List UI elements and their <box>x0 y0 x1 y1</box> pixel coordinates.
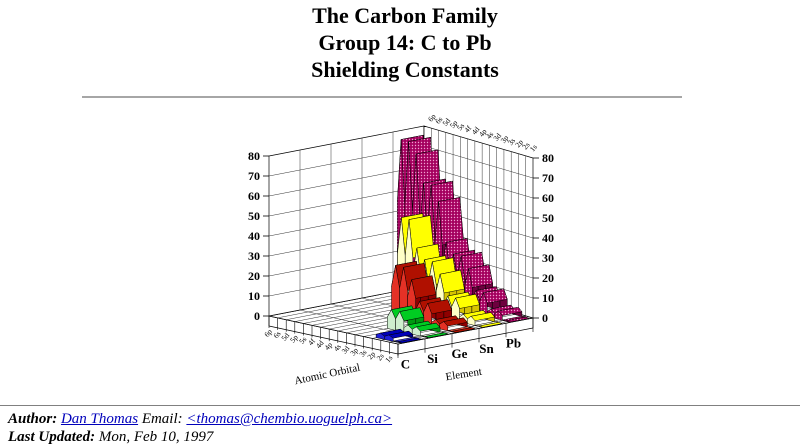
svg-text:60: 60 <box>542 191 554 205</box>
svg-text:2s: 2s <box>520 140 531 151</box>
svg-text:20: 20 <box>542 271 554 285</box>
email-link[interactable]: <thomas@chembio.uoguelph.ca> <box>186 411 393 427</box>
svg-text:50: 50 <box>248 209 260 223</box>
svg-text:0: 0 <box>254 309 260 323</box>
svg-text:50: 50 <box>542 211 554 225</box>
svg-text:3p: 3p <box>499 133 511 145</box>
page-title-line-2: Group 14: C to Pb <box>318 30 492 55</box>
svg-text:6s: 6s <box>433 115 444 126</box>
shielding-chart-image: 0 0 10 10 20 20 30 30 40 40 50 50 60 60 70 70 80 80 C Si Ge S… <box>0 98 800 404</box>
svg-text:5d: 5d <box>279 331 291 343</box>
svg-text:Sn: Sn <box>479 341 494 356</box>
element-axis-title: Element <box>445 366 483 384</box>
svg-text:Pb: Pb <box>506 336 521 351</box>
svg-text:4d: 4d <box>314 338 326 350</box>
footer: Author: Dan Thomas Email: <thomas@chembi… <box>8 410 392 446</box>
svg-text:0: 0 <box>542 311 548 325</box>
divider-top <box>82 96 682 98</box>
value-axis-labels: 0 0 10 10 20 20 30 30 40 40 50 50 60 60 70 70 80 80 <box>248 149 554 325</box>
svg-text:40: 40 <box>248 229 260 243</box>
svg-text:2p: 2p <box>365 349 377 361</box>
svg-text:70: 70 <box>248 169 260 183</box>
svg-text:3d: 3d <box>340 344 352 356</box>
svg-text:5d: 5d <box>441 116 453 128</box>
svg-text:60: 60 <box>248 189 260 203</box>
svg-text:30: 30 <box>542 251 554 265</box>
svg-text:4d: 4d <box>470 125 482 137</box>
svg-text:5s: 5s <box>455 121 466 132</box>
svg-text:70: 70 <box>542 171 554 185</box>
svg-text:4f: 4f <box>462 123 473 134</box>
footer-updated-line: Last Updated: Mon, Feb 10, 1997 <box>8 428 392 446</box>
svg-text:6p: 6p <box>426 112 438 124</box>
author-link[interactable]: Dan Thomas <box>60 411 139 427</box>
axis-ticks <box>268 316 534 358</box>
svg-text:6p: 6p <box>262 327 274 339</box>
page-title-line-1: The Carbon Family <box>312 3 498 28</box>
svg-text:10: 10 <box>248 289 260 303</box>
svg-text:40: 40 <box>542 231 554 245</box>
svg-text:3p: 3p <box>348 346 360 358</box>
svg-text:C: C <box>401 356 410 371</box>
orbital-axis-title: Atomic Orbital <box>293 362 361 388</box>
svg-text:2s: 2s <box>375 351 386 362</box>
chart-canvas: 0 0 10 10 20 20 30 30 40 40 50 50 60 60 70 70 80 80 C Si Ge S… <box>248 112 554 388</box>
svg-text:2p: 2p <box>513 137 525 149</box>
element-axis-labels: C Si Ge Sn Pb Element <box>401 336 521 384</box>
svg-text:4p: 4p <box>322 340 334 352</box>
svg-text:5s: 5s <box>297 335 308 346</box>
svg-text:4f: 4f <box>306 336 317 347</box>
svg-text:5p: 5p <box>448 118 460 130</box>
last-updated-value: Mon, Feb 10, 1997 <box>98 429 214 445</box>
svg-text:3s: 3s <box>357 348 368 359</box>
svg-text:6s: 6s <box>271 329 282 340</box>
page-title-line-3: Shielding Constants <box>311 57 499 82</box>
svg-text:3s: 3s <box>506 136 517 147</box>
last-updated-label: Last Updated: <box>8 429 96 445</box>
email-label: Email: <box>141 411 183 427</box>
divider-bottom <box>0 405 800 407</box>
svg-text:4s: 4s <box>332 342 343 353</box>
series-ribbon-C <box>375 328 422 344</box>
svg-text:4s: 4s <box>484 130 495 141</box>
svg-text:5p: 5p <box>288 333 300 345</box>
svg-text:80: 80 <box>248 149 260 163</box>
svg-text:80: 80 <box>542 151 554 165</box>
svg-text:Si: Si <box>427 351 438 366</box>
svg-text:Ge: Ge <box>452 346 468 361</box>
svg-text:20: 20 <box>248 269 260 283</box>
svg-text:3d: 3d <box>491 131 503 143</box>
svg-text:10: 10 <box>542 291 554 305</box>
svg-text:1s: 1s <box>528 142 539 153</box>
svg-text:1s: 1s <box>383 353 394 364</box>
page-title: The Carbon Family Group 14: C to Pb Shie… <box>0 2 800 83</box>
author-label: Author: <box>8 411 58 427</box>
svg-text:30: 30 <box>248 249 260 263</box>
svg-text:4p: 4p <box>477 127 489 139</box>
footer-author-line: Author: Dan Thomas Email: <thomas@chembi… <box>8 410 392 428</box>
series-ribbon-Si <box>387 305 449 339</box>
